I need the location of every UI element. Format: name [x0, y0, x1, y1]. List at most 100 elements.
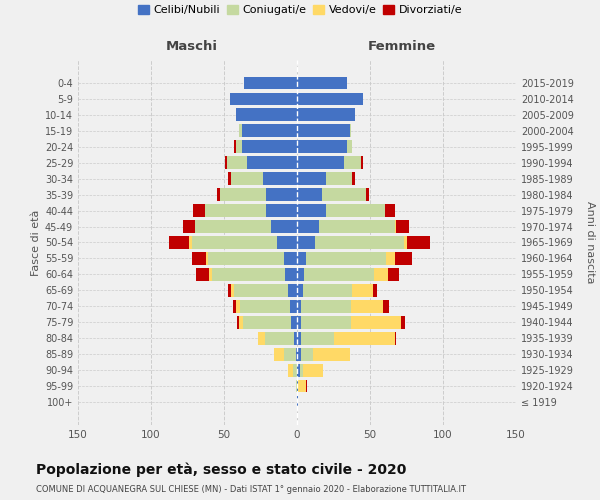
Bar — [192, 252, 206, 265]
Bar — [314, 236, 404, 249]
Bar — [247, 156, 297, 169]
Bar — [306, 380, 307, 392]
Bar — [319, 220, 395, 233]
Bar — [297, 204, 326, 217]
Bar — [297, 140, 347, 153]
Bar — [297, 172, 326, 185]
Bar — [396, 220, 409, 233]
Bar — [263, 172, 297, 185]
Bar — [385, 204, 395, 217]
Bar — [242, 140, 297, 153]
Bar — [243, 316, 291, 328]
Bar — [313, 348, 350, 360]
Bar — [271, 220, 297, 233]
Bar — [300, 364, 303, 376]
Bar — [266, 188, 297, 201]
Y-axis label: Anni di nascita: Anni di nascita — [585, 201, 595, 284]
Y-axis label: Fasce di età: Fasce di età — [31, 210, 41, 276]
Bar — [344, 156, 361, 169]
Bar — [322, 188, 365, 201]
Bar — [297, 108, 355, 122]
Bar — [229, 284, 232, 296]
Bar — [230, 92, 297, 106]
Bar — [297, 124, 350, 137]
Bar — [277, 236, 297, 249]
Bar — [206, 252, 208, 265]
Bar — [288, 364, 293, 376]
Bar — [288, 284, 297, 296]
Bar — [233, 300, 236, 312]
Bar — [284, 252, 297, 265]
Bar — [304, 268, 374, 281]
Bar — [326, 172, 352, 185]
Text: Popolazione per età, sesso e stato civile - 2020: Popolazione per età, sesso e stato civil… — [36, 462, 406, 477]
Bar — [226, 156, 227, 169]
Bar — [232, 172, 263, 185]
Bar — [350, 124, 351, 137]
Bar — [239, 124, 242, 137]
Bar — [374, 268, 388, 281]
Bar — [297, 348, 301, 360]
Bar — [365, 188, 368, 201]
Bar — [195, 220, 271, 233]
Bar — [301, 300, 351, 312]
Bar — [297, 156, 344, 169]
Bar — [297, 380, 298, 392]
Bar — [296, 348, 297, 360]
Bar — [303, 284, 352, 296]
Bar — [286, 268, 297, 281]
Bar — [361, 156, 362, 169]
Bar — [326, 204, 385, 217]
Bar — [189, 236, 192, 249]
Bar — [301, 316, 351, 328]
Bar — [266, 204, 297, 217]
Legend: Celibi/Nubili, Coniugati/e, Vedovi/e, Divorziati/e: Celibi/Nubili, Coniugati/e, Vedovi/e, Di… — [133, 0, 467, 20]
Bar — [294, 332, 297, 344]
Bar — [193, 204, 205, 217]
Bar — [297, 252, 306, 265]
Bar — [352, 172, 355, 185]
Bar — [383, 300, 389, 312]
Bar — [208, 252, 284, 265]
Bar — [297, 332, 301, 344]
Bar — [407, 236, 430, 249]
Bar — [373, 284, 377, 296]
Bar — [301, 332, 334, 344]
Bar — [352, 284, 373, 296]
Text: Maschi: Maschi — [166, 40, 218, 52]
Bar — [298, 380, 306, 392]
Bar — [169, 236, 189, 249]
Bar — [284, 348, 296, 360]
Bar — [234, 284, 288, 296]
Bar — [297, 76, 347, 90]
Bar — [217, 188, 220, 201]
Bar — [395, 220, 396, 233]
Text: Femmine: Femmine — [368, 40, 436, 52]
Bar — [232, 284, 234, 296]
Bar — [297, 220, 319, 233]
Bar — [236, 108, 297, 122]
Bar — [234, 140, 236, 153]
Bar — [297, 300, 301, 312]
Bar — [297, 236, 314, 249]
Bar — [265, 332, 294, 344]
Bar — [293, 364, 297, 376]
Bar — [301, 348, 313, 360]
Bar — [404, 236, 407, 249]
Bar — [240, 300, 290, 312]
Bar — [192, 236, 277, 249]
Bar — [297, 396, 298, 408]
Bar — [303, 364, 323, 376]
Bar — [291, 316, 297, 328]
Bar — [237, 316, 239, 328]
Bar — [395, 332, 396, 344]
Bar — [242, 124, 297, 137]
Bar — [274, 348, 284, 360]
Bar — [196, 268, 209, 281]
Bar — [227, 156, 247, 169]
Bar — [236, 300, 240, 312]
Bar — [297, 284, 303, 296]
Text: COMUNE DI ACQUANEGRA SUL CHIESE (MN) - Dati ISTAT 1° gennaio 2020 - Elaborazione: COMUNE DI ACQUANEGRA SUL CHIESE (MN) - D… — [36, 485, 466, 494]
Bar — [257, 332, 265, 344]
Bar — [297, 188, 322, 201]
